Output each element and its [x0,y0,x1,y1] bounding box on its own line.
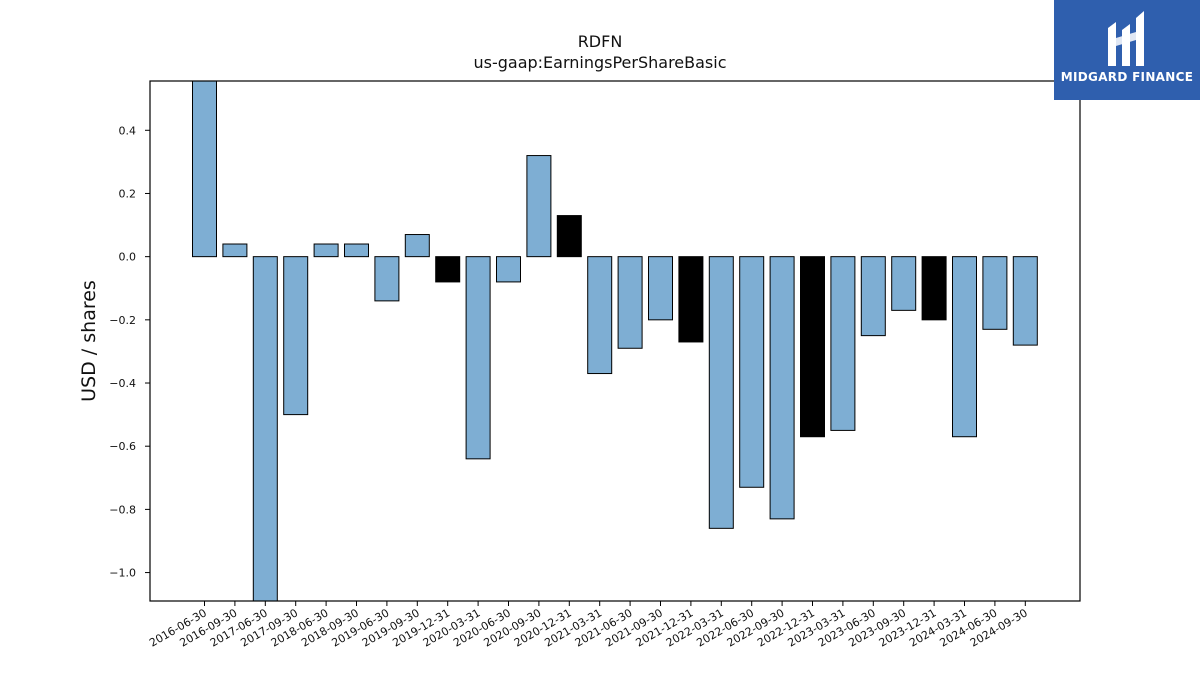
bar-2024-09-30 [1012,256,1038,346]
bar-2017-09-30 [283,256,309,416]
bar-2023-03-31 [830,256,856,431]
chart-subtitle: us-gaap:EarningsPerShareBasic [473,53,727,72]
bar-2020-03-31 [465,256,491,460]
bar-2023-12-31 [921,256,947,321]
bars-group [192,81,1038,601]
y-tick-label: −0.4 [109,377,136,390]
bar-2018-06-30 [313,243,339,258]
brand-logo: MIDGARD FINANCE [1054,0,1200,100]
bar-2016-06-30 [192,81,217,258]
bar-2018-09-30 [344,243,369,258]
bar-2023-09-30 [891,256,917,311]
bar-2020-12-31 [556,215,582,258]
bar-2021-03-31 [587,256,613,375]
y-tick-label: −0.2 [109,314,136,327]
bar-2022-03-31 [708,256,734,529]
bar-2020-06-30 [496,256,521,283]
bar-2024-06-30 [982,256,1008,330]
bar-2019-06-30 [374,256,400,302]
midgard-logo-icon [1108,11,1144,66]
bar-2017-06-30 [252,256,278,601]
bar-2021-12-31 [678,256,704,343]
bar-2022-09-30 [769,256,795,520]
bar-2016-09-30 [222,243,248,258]
bar-2020-09-30 [526,155,552,258]
y-tick-label: −0.8 [109,503,136,516]
bar-2024-03-31 [952,256,977,438]
y-axis-label: USD / shares [78,280,100,402]
y-tick-label: 0.4 [119,124,137,137]
bar-2021-09-30 [648,256,673,321]
y-tick-label: 0.2 [119,187,137,200]
bar-2019-12-31 [435,256,461,283]
chart-title: RDFN [577,32,623,51]
bar-2021-06-30 [617,256,643,349]
logo-text: MIDGARD FINANCE [1060,70,1194,84]
bar-2022-12-31 [800,256,825,438]
bar-2023-06-30 [860,256,886,337]
bar-2019-09-30 [404,234,430,258]
y-tick-label: 0.0 [119,251,137,264]
plot-frame [149,80,1081,602]
bar-2022-06-30 [739,256,765,488]
y-tick-label: −0.6 [109,440,136,453]
y-tick-label: −1.0 [109,567,136,580]
